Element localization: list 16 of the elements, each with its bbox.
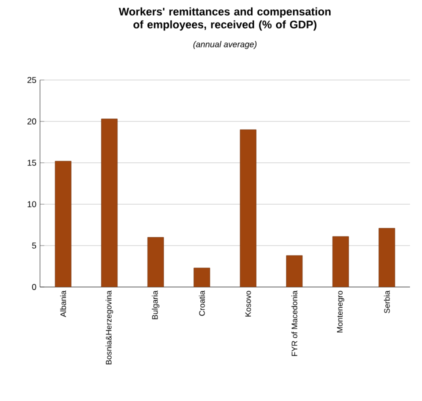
chart-subtitle: (annual average) bbox=[193, 41, 256, 49]
bar bbox=[101, 118, 118, 287]
bar bbox=[240, 129, 256, 287]
bar bbox=[147, 237, 164, 287]
y-tick-label: 10 bbox=[28, 201, 36, 208]
y-tick-label: 5 bbox=[32, 242, 36, 249]
y-tick-label: 15 bbox=[28, 160, 36, 166]
bar bbox=[54, 160, 72, 287]
chart-title: Workers' remittances and compensation of employees, received (% of GDP) bbox=[118, 7, 331, 31]
y-tick-label: 20 bbox=[27, 118, 36, 124]
y-tick-label: 0 bbox=[32, 284, 36, 290]
bar bbox=[194, 268, 210, 287]
bar bbox=[378, 228, 396, 287]
bar bbox=[332, 236, 349, 287]
y-tick-label: 25 bbox=[27, 77, 36, 83]
bar bbox=[286, 255, 303, 287]
